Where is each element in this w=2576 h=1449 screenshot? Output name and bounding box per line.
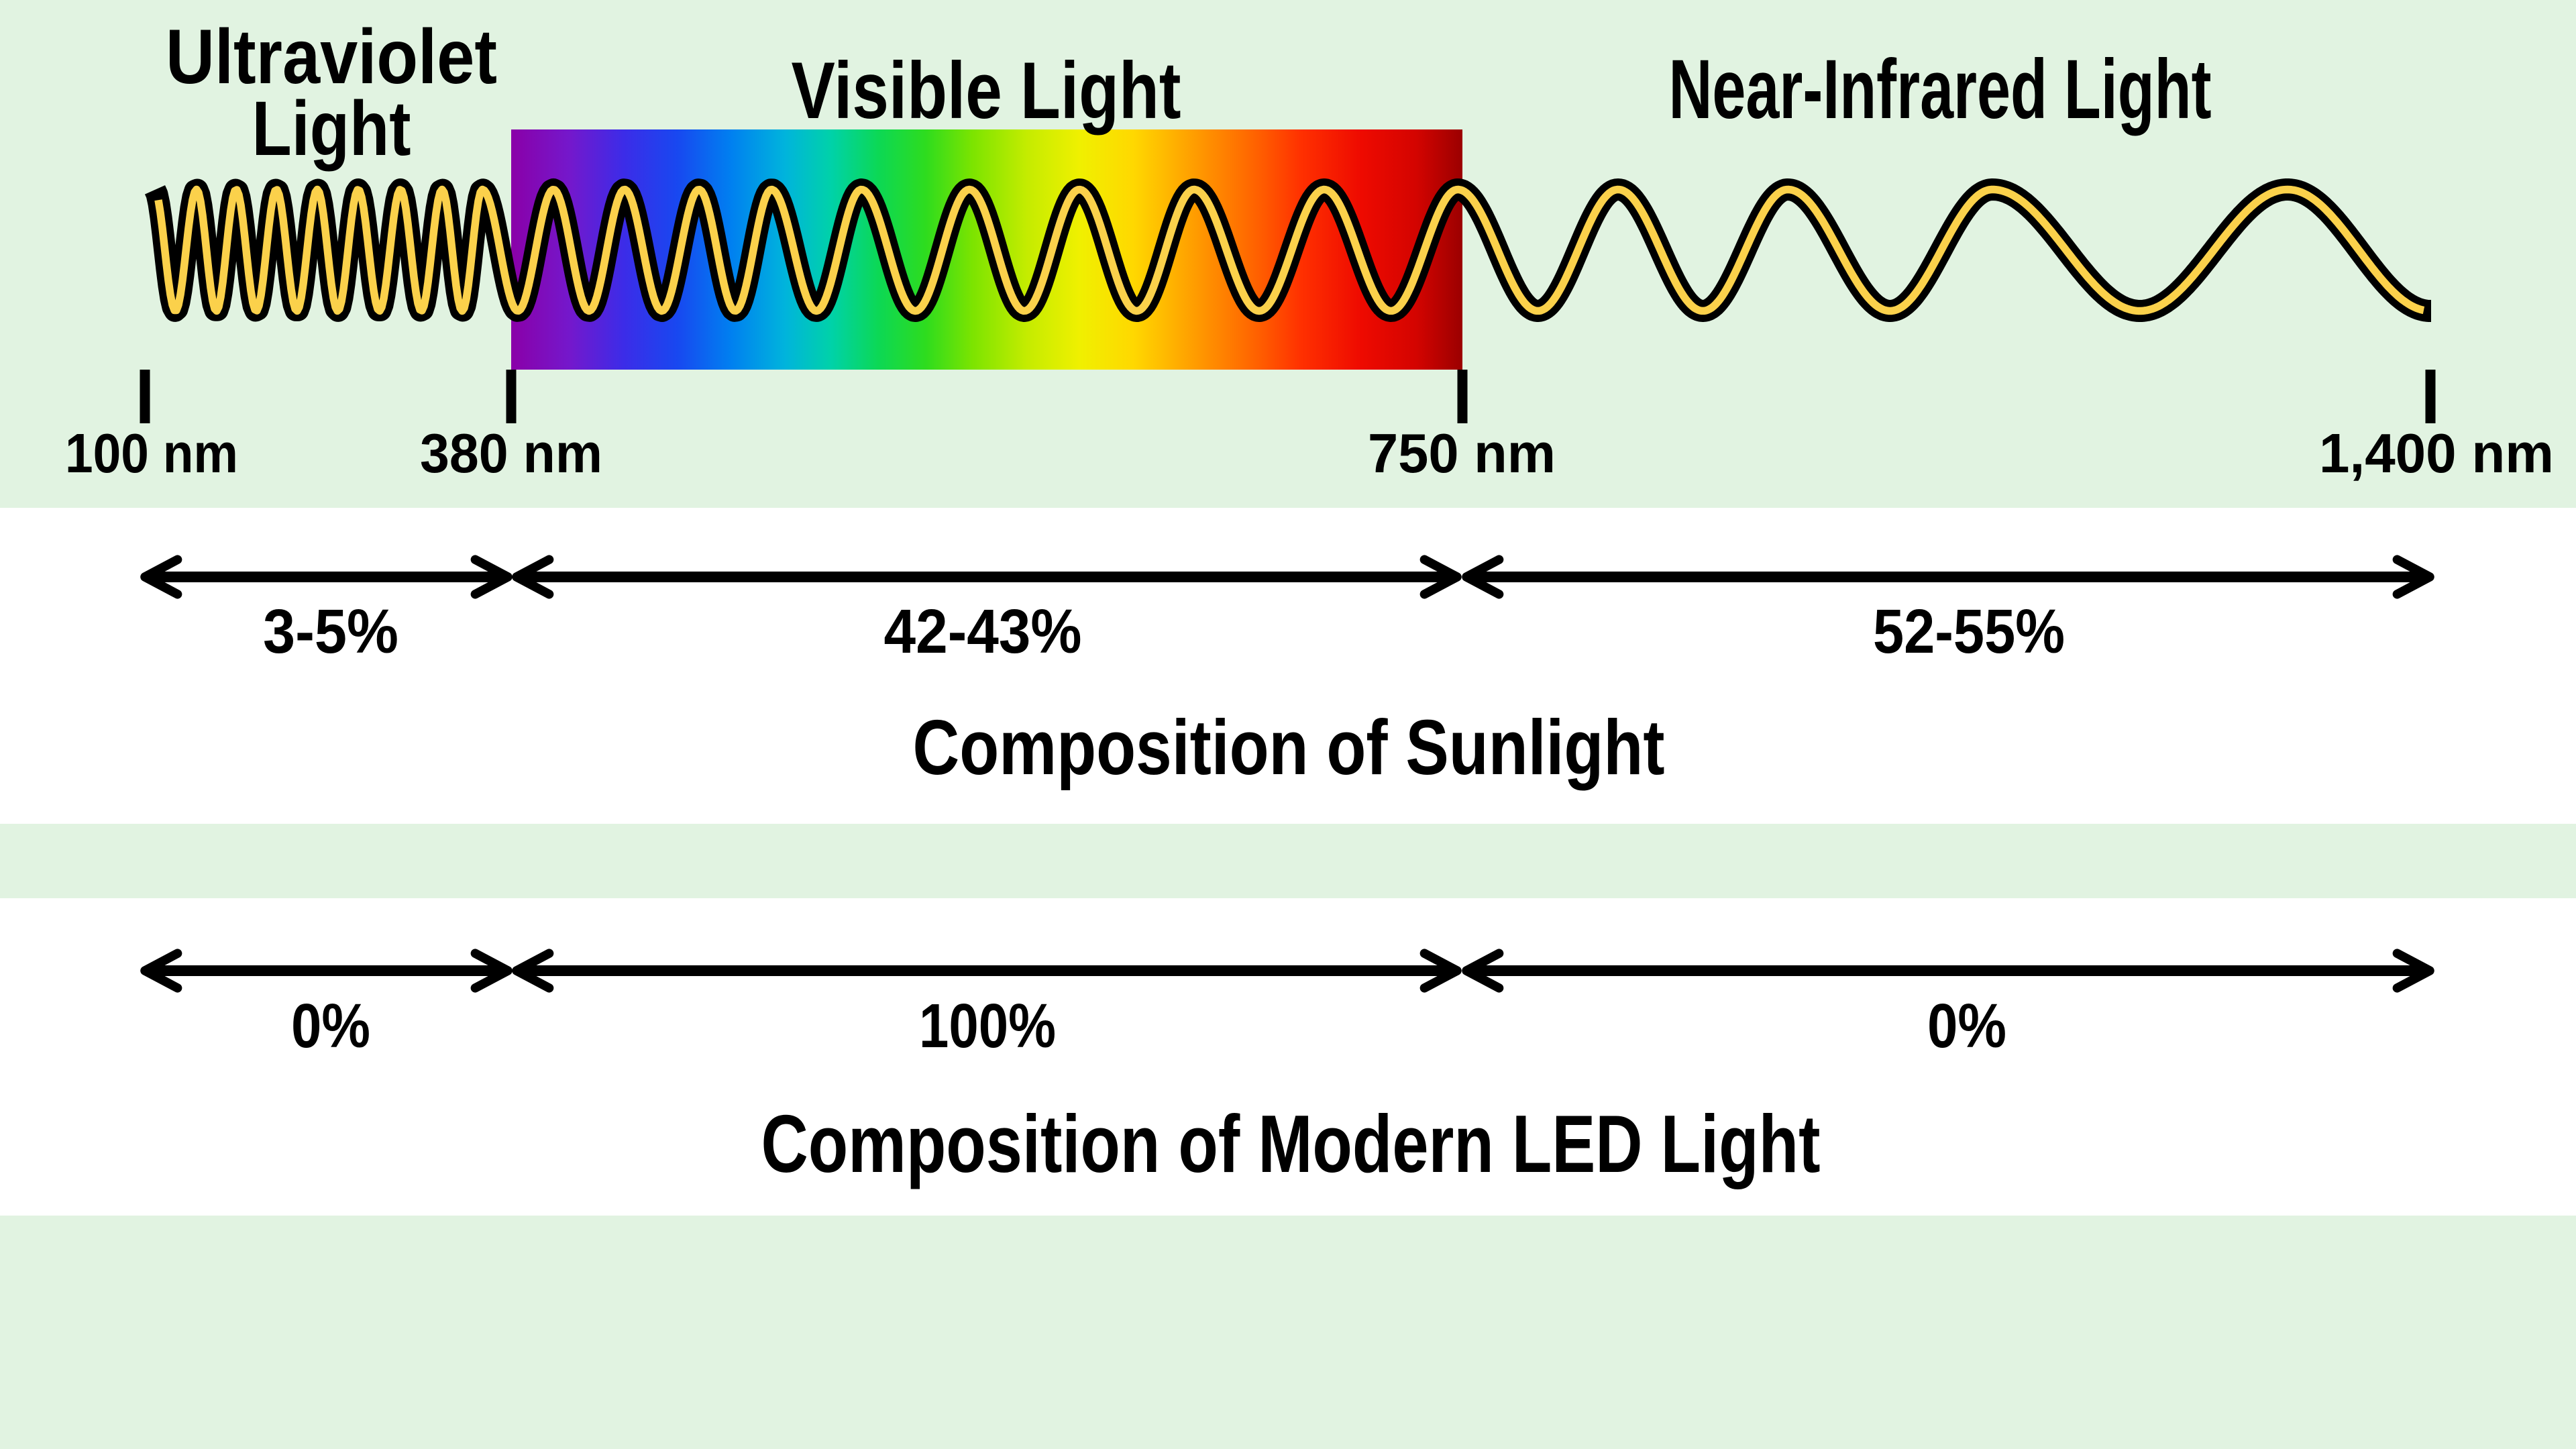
svg-text:Near-Infrared Light: Near-Infrared Light [1669,43,2212,136]
svg-text:0%: 0% [1927,991,2006,1061]
svg-text:100%: 100% [919,991,1056,1061]
svg-text:3-5%: 3-5% [263,596,398,666]
svg-text:1,400 nm: 1,400 nm [2319,422,2554,484]
svg-text:Composition of Modern LED Ligh: Composition of Modern LED Light [761,1098,1821,1189]
svg-text:750 nm: 750 nm [1368,422,1556,484]
svg-text:52-55%: 52-55% [1873,596,2065,666]
svg-text:42-43%: 42-43% [884,596,1082,666]
svg-text:Composition of Sunlight: Composition of Sunlight [913,704,1665,791]
svg-text:Visible Light: Visible Light [792,46,1181,136]
svg-text:100 nm: 100 nm [65,422,238,484]
svg-text:380 nm: 380 nm [420,422,602,484]
svg-text:0%: 0% [291,991,370,1061]
svg-text:Ultraviolet: Ultraviolet [166,14,497,100]
svg-text:Light: Light [252,86,411,172]
